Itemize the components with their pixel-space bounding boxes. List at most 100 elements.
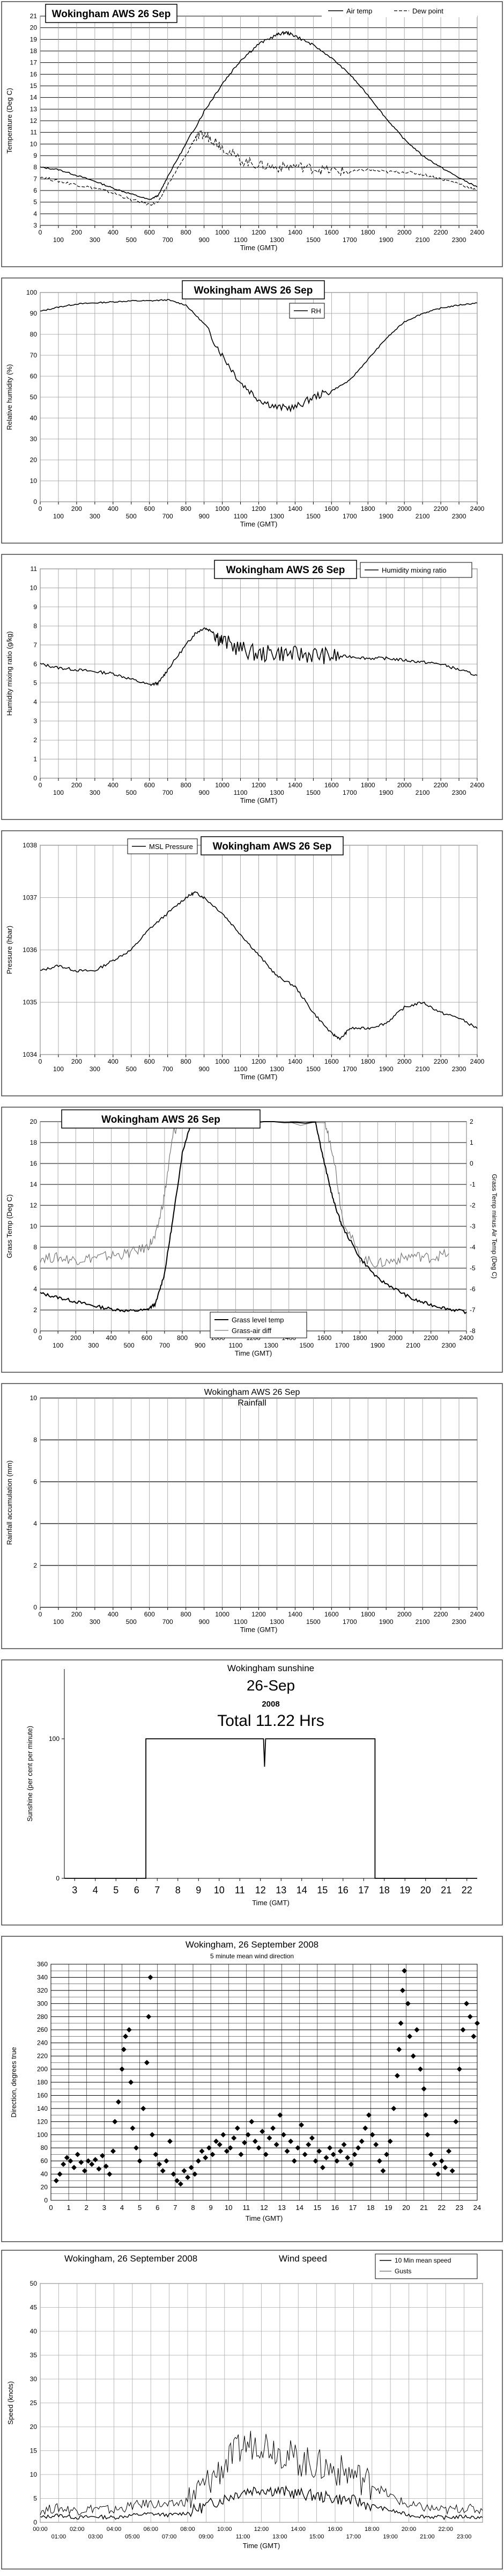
press-xtick-label: 1900 bbox=[379, 1065, 394, 1073]
wdir-point bbox=[92, 2157, 98, 2163]
rain-subtitle: Rainfall bbox=[238, 1399, 266, 1408]
mix-xtick-label: 400 bbox=[108, 781, 118, 789]
temp-xtick-label: 1200 bbox=[251, 229, 266, 236]
wdir-point bbox=[213, 2139, 219, 2144]
pressure-chart-panel: 1034 1035 1036 1037 1038 0 100 200 300 400 500 600 7… bbox=[0, 829, 504, 1097]
mix-ytick-label: 1 bbox=[33, 756, 37, 763]
mix-ytick-label: 0 bbox=[33, 774, 37, 782]
rain-xtick-label: 300 bbox=[90, 1618, 100, 1626]
temp-xtick-label: 600 bbox=[144, 229, 155, 236]
wspd-subtitle: Wind speed bbox=[279, 2253, 327, 2264]
wdir-point bbox=[210, 2151, 216, 2157]
wdir-point bbox=[376, 2158, 382, 2164]
rh-title: Wokingham AWS 26 Sep bbox=[194, 285, 313, 296]
wdir-point bbox=[100, 2153, 106, 2158]
wdir-point bbox=[407, 2033, 413, 2039]
rh-xtick-label: 2000 bbox=[397, 505, 412, 513]
wdir-point bbox=[206, 2145, 212, 2151]
wdir-xtick-label: 13 bbox=[278, 2204, 285, 2212]
grass-ytick-label: 4 bbox=[33, 1285, 37, 1293]
sunshine-chart: 0 100 3 4 5 6 7 8 9 10 11 12 13 14 15 16 17 18 19 20 21 22 Wok… bbox=[1, 1659, 503, 1926]
wdir-point bbox=[146, 2014, 152, 2019]
temp-xtick-label: 2400 bbox=[470, 229, 485, 236]
wspd-xtick-label: 15:00 bbox=[309, 2534, 324, 2540]
mix-xtick-label: 1600 bbox=[324, 781, 339, 789]
wdir-xtick-label: 1 bbox=[67, 2204, 71, 2212]
wdir-point bbox=[199, 2148, 205, 2154]
grass-ytick-label: 18 bbox=[30, 1139, 38, 1146]
wdir-xtick-label: 7 bbox=[173, 2204, 177, 2212]
temp-xtick-label: 1400 bbox=[288, 229, 302, 236]
rain-xtick-label: 900 bbox=[199, 1618, 210, 1626]
grass-ytick-label: 20 bbox=[30, 1118, 38, 1125]
rh-xtick-label: 100 bbox=[53, 513, 64, 520]
press-xtick-label: 700 bbox=[162, 1065, 173, 1073]
sun-total: Total 11.22 Hrs bbox=[217, 1712, 324, 1730]
grass-ytick2-label: -2 bbox=[470, 1202, 476, 1209]
wdir-point bbox=[270, 2125, 276, 2131]
rh-xtick-label: 600 bbox=[144, 505, 155, 513]
press-xtick-label: 100 bbox=[53, 1065, 64, 1073]
sun-date: 26-Sep bbox=[247, 1677, 295, 1694]
sun-xtick-label: 6 bbox=[134, 1885, 139, 1896]
wspd-xtick-label: 00:00 bbox=[33, 2526, 48, 2533]
wdir-point bbox=[75, 2151, 80, 2157]
sun-xtick-label: 8 bbox=[175, 1885, 181, 1896]
press-ytick-label: 1034 bbox=[23, 1051, 37, 1058]
rain-ytick-label: 8 bbox=[33, 1436, 37, 1444]
temp-xtick-label: 400 bbox=[108, 229, 118, 236]
temp-ylabel: Temperature (Deg C) bbox=[5, 88, 13, 153]
wdir-ylabel: Direction, degrees true bbox=[10, 2047, 18, 2118]
mix-xtick-label: 700 bbox=[162, 789, 173, 796]
wdir-point bbox=[330, 2151, 336, 2157]
wspd-ytick-label: 15 bbox=[30, 2447, 38, 2455]
rh-xtick-label: 900 bbox=[199, 513, 210, 520]
pressure-chart: 1034 1035 1036 1037 1038 0 100 200 300 400 500 600 7… bbox=[1, 830, 503, 1096]
rh-xtick-label: 800 bbox=[181, 505, 191, 513]
sun-xtick-label: 3 bbox=[72, 1885, 77, 1896]
wspd-ytick-label: 30 bbox=[30, 2375, 38, 2383]
rh-ytick-label: 80 bbox=[30, 331, 38, 338]
wdir-xtick-label: 24 bbox=[473, 2204, 481, 2212]
grass-xtick-label: 500 bbox=[124, 1342, 135, 1349]
press-xtick-label: 500 bbox=[126, 1065, 137, 1073]
wdir-point bbox=[309, 2135, 315, 2141]
mix-ytick-label: 3 bbox=[33, 718, 37, 725]
wdir-point bbox=[442, 2164, 448, 2170]
wdir-point bbox=[475, 2021, 480, 2026]
mix-xtick-label: 1300 bbox=[270, 789, 284, 796]
wspd-series-10-min-mean-speed bbox=[40, 2485, 483, 2521]
rain-ytick-label: 0 bbox=[33, 1604, 37, 1611]
wdir-point bbox=[306, 2142, 312, 2148]
wdir-point bbox=[157, 2161, 162, 2167]
rh-ytick-label: 0 bbox=[33, 498, 37, 506]
wdir-point bbox=[245, 2132, 251, 2138]
mix-xtick-label: 1500 bbox=[306, 789, 321, 796]
temp-xtick-label: 100 bbox=[53, 236, 64, 244]
wdir-ytick-label: 120 bbox=[37, 2118, 48, 2125]
wdir-point bbox=[446, 2148, 451, 2154]
wdir-point bbox=[266, 2135, 272, 2141]
rh-xlabel: Time (GMT) bbox=[240, 520, 278, 528]
temp-xtick-label: 1100 bbox=[234, 236, 248, 244]
sun-frame bbox=[1, 1659, 503, 1926]
rain-xtick-label: 2300 bbox=[452, 1618, 466, 1626]
wdir-point bbox=[352, 2151, 358, 2157]
wdir-point bbox=[227, 2145, 233, 2151]
rh-xtick-label: 700 bbox=[162, 513, 173, 520]
grass-title-box bbox=[61, 1109, 261, 1129]
sun-xlabel: Time (GMT) bbox=[252, 1899, 290, 1907]
wdir-point bbox=[302, 2151, 308, 2157]
rh-ytick-label: 30 bbox=[30, 435, 38, 443]
rh-xtick-label: 1600 bbox=[324, 505, 339, 513]
wdir-point bbox=[273, 2142, 279, 2148]
mix-xtick-label: 900 bbox=[199, 789, 210, 796]
wdir-point bbox=[337, 2148, 343, 2154]
grass-xtick-label: 2000 bbox=[388, 1334, 403, 1342]
wdir-xtick-label: 8 bbox=[191, 2204, 195, 2212]
wspd-xtick-label: 10:00 bbox=[217, 2526, 232, 2533]
wdir-point bbox=[345, 2155, 351, 2161]
wdir-ytick-label: 280 bbox=[37, 2013, 48, 2021]
grass-xtick-label: 1600 bbox=[317, 1334, 332, 1342]
press-ytick-label: 1038 bbox=[23, 841, 37, 849]
